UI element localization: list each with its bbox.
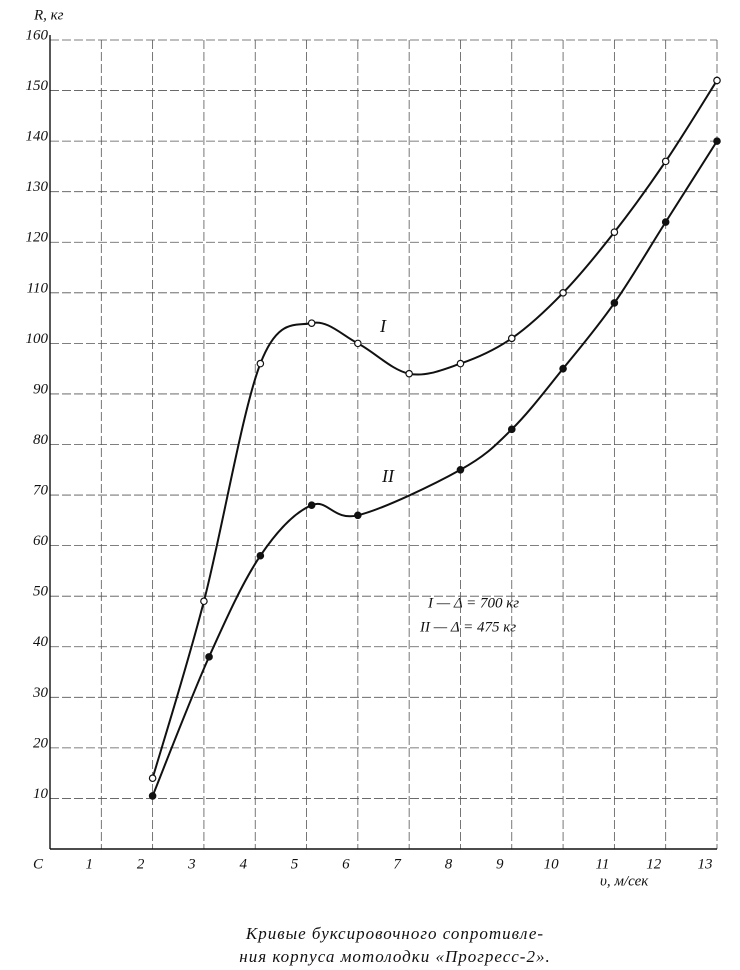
y-tick-label: 30 xyxy=(32,685,49,701)
y-tick-label: 20 xyxy=(33,735,49,751)
x-tick-label: 11 xyxy=(595,856,609,872)
y-tick-label: 10 xyxy=(33,786,49,802)
caption: Кривые буксировочного сопротивле- xyxy=(245,924,544,943)
x-tick-label: 9 xyxy=(496,856,504,872)
data-point xyxy=(456,465,465,474)
data-point xyxy=(405,369,413,378)
x-tick-label: 5 xyxy=(291,856,299,872)
y-tick-label: 90 xyxy=(33,381,49,397)
data-point xyxy=(256,359,265,368)
y-tick-label: 40 xyxy=(33,634,49,650)
x-tick-label: 10 xyxy=(544,856,560,872)
data-point xyxy=(661,157,670,166)
x-tick-label: 3 xyxy=(187,856,196,872)
data-point xyxy=(610,299,619,307)
y-axis-label: R, кг xyxy=(33,7,64,23)
x-tick-label: 1 xyxy=(86,856,94,872)
series-label: II xyxy=(381,466,395,486)
data-point xyxy=(610,228,619,236)
y-tick-label: 130 xyxy=(26,179,49,195)
data-point xyxy=(148,792,157,800)
data-point xyxy=(307,501,316,509)
x-tick-label: C xyxy=(33,856,44,872)
data-point xyxy=(256,551,265,560)
y-tick-label: 60 xyxy=(33,533,49,549)
data-point xyxy=(200,597,208,606)
y-tick-label: 50 xyxy=(33,584,49,600)
y-tick-label: 110 xyxy=(27,280,49,296)
x-axis-label: υ, м/сек xyxy=(600,873,649,889)
data-point xyxy=(507,425,516,434)
series-line xyxy=(151,140,718,797)
x-tick-label: 4 xyxy=(239,856,247,872)
y-tick-label: 140 xyxy=(26,129,49,145)
y-tick-label: 100 xyxy=(26,331,49,347)
series-label: I xyxy=(379,316,387,336)
data-point xyxy=(559,364,567,373)
y-tick-label: 80 xyxy=(33,432,49,448)
data-point xyxy=(713,76,721,85)
x-tick-label: 8 xyxy=(445,856,453,872)
data-point xyxy=(559,289,567,297)
data-point xyxy=(661,218,670,226)
y-tick-label: 120 xyxy=(26,230,49,246)
data-point xyxy=(713,137,721,145)
data-point xyxy=(354,511,362,520)
legend-entry: I — Δ = 700 кг xyxy=(427,595,519,611)
data-point xyxy=(148,774,157,783)
caption: ния корпуса мотолодки «Прогресс-2». xyxy=(239,947,550,966)
data-point xyxy=(456,359,465,368)
x-tick-label: 7 xyxy=(393,856,402,872)
legend-entry: II — Δ = 475 кг xyxy=(419,619,516,635)
x-tick-label: 13 xyxy=(698,856,713,872)
y-tick-label: 70 xyxy=(33,483,49,499)
y-tick-label: 160 xyxy=(26,27,49,43)
x-tick-label: 2 xyxy=(137,856,145,872)
data-point xyxy=(354,339,362,348)
data-point xyxy=(507,334,516,343)
x-tick-label: 6 xyxy=(342,856,350,872)
data-point xyxy=(307,319,316,327)
y-tick-label: 150 xyxy=(26,78,49,94)
series-line xyxy=(151,79,718,779)
data-point xyxy=(205,653,213,661)
x-tick-label: 12 xyxy=(646,856,662,872)
